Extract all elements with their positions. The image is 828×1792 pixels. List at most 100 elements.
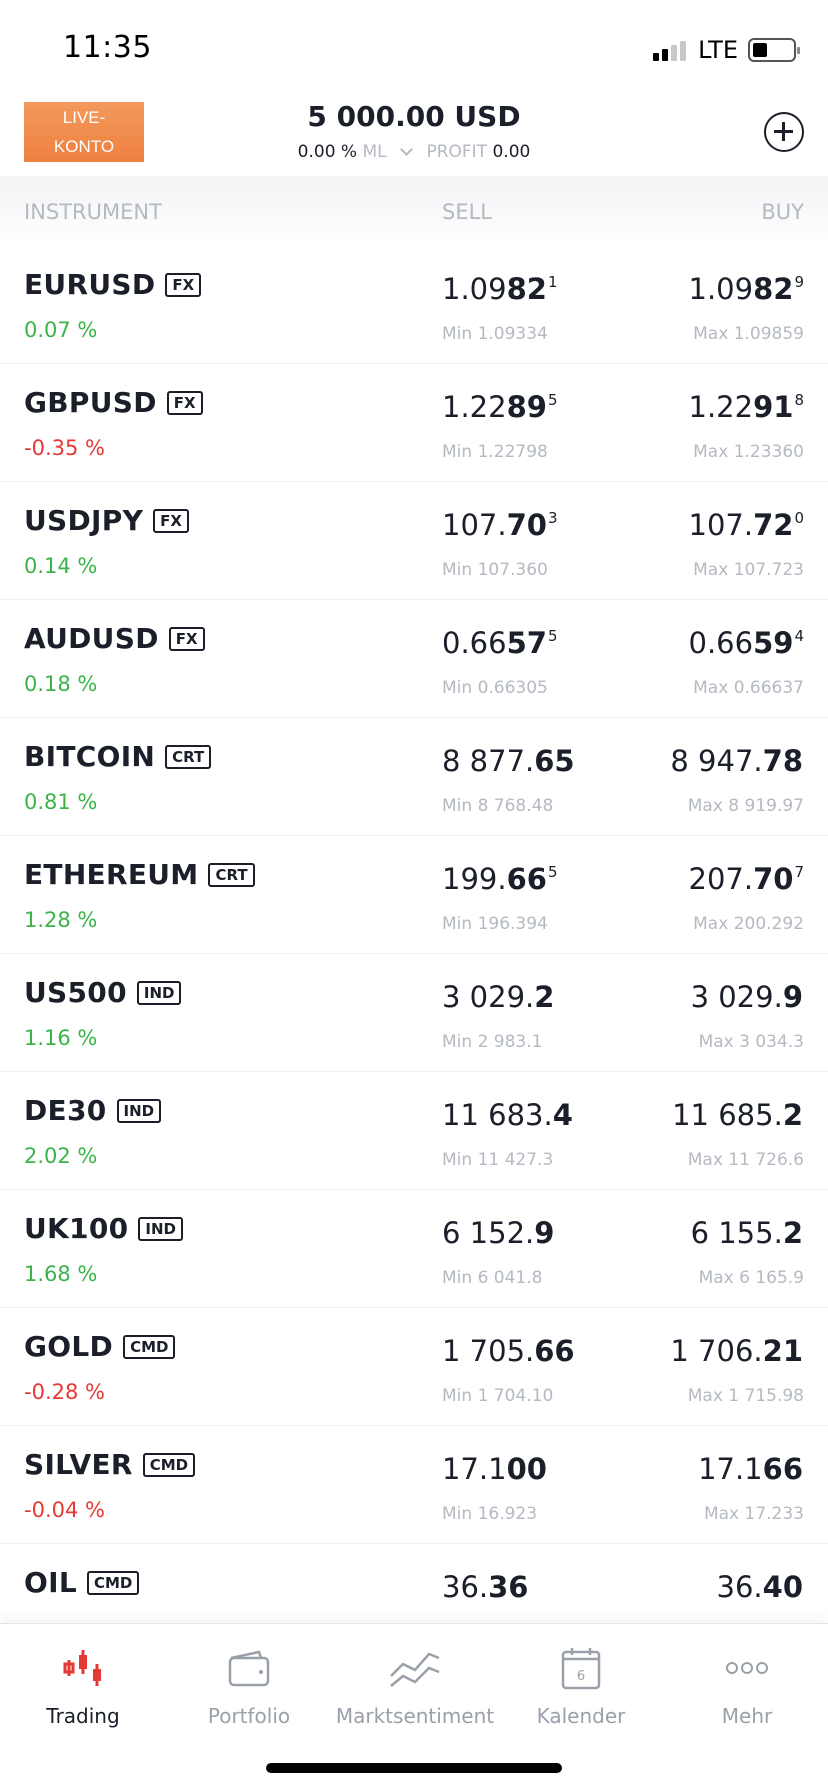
buy-price-main: 11 685. bbox=[672, 1098, 783, 1132]
instrument-type-badge: IND bbox=[136, 980, 182, 1005]
instrument-name-group: ETHEREUM CRT bbox=[24, 858, 255, 891]
tab-marktsentiment[interactable]: Marktsentiment bbox=[332, 1638, 498, 1728]
buy-price-button[interactable]: 36.40 bbox=[717, 1570, 804, 1604]
account-stats[interactable]: 0.00 % ML PROFIT 0.00 bbox=[0, 142, 828, 162]
sell-price-main: 1 705. bbox=[442, 1334, 535, 1368]
buy-price-pips: 40 bbox=[762, 1570, 803, 1604]
buy-price-pips: 91 bbox=[753, 390, 794, 424]
instrument-row-eurusd[interactable]: EURUSD FX 0.07 % 1.09821 1.09829 Min 1.09334 M… bbox=[0, 246, 828, 364]
buy-price-main: 107. bbox=[688, 508, 754, 542]
sell-price-pips: 2 bbox=[534, 980, 555, 1014]
max-price: Max 0.66637 bbox=[693, 678, 804, 698]
min-price: Min 107.360 bbox=[442, 560, 548, 580]
sell-price-main: 11 683. bbox=[442, 1098, 553, 1132]
instrument-name-group: GBPUSD FX bbox=[24, 386, 203, 419]
sell-price-button[interactable]: 36.36 bbox=[442, 1570, 529, 1604]
column-instrument: INSTRUMENT bbox=[24, 200, 162, 224]
live-account-button[interactable]: LIVE- KONTO bbox=[24, 102, 144, 162]
buy-price-button[interactable]: 1.22918 bbox=[689, 390, 804, 424]
sell-price-main: 107. bbox=[442, 508, 507, 542]
buy-price-button[interactable]: 6 155.2 bbox=[691, 1216, 804, 1250]
max-price: Max 8 919.97 bbox=[687, 796, 804, 816]
tab-portfolio[interactable]: Portfolio bbox=[166, 1638, 332, 1728]
instrument-name-group: USDJPY FX bbox=[24, 504, 189, 537]
sell-price-main: 3 029. bbox=[442, 980, 535, 1014]
sell-price-button[interactable]: 1.09821 bbox=[442, 272, 557, 306]
buy-price-fraction: 7 bbox=[794, 863, 804, 881]
sell-price-pips: 65 bbox=[534, 744, 575, 778]
change-percent: 0.18 % bbox=[24, 672, 98, 696]
buy-price-button[interactable]: 0.66594 bbox=[689, 626, 804, 660]
sell-price-button[interactable]: 17.100 bbox=[442, 1452, 548, 1486]
instrument-row-us500[interactable]: US500 IND 1.16 % 3 029.2 3 029.9 Min 2 983.1 M… bbox=[0, 954, 828, 1072]
max-price: Max 107.723 bbox=[693, 560, 804, 580]
buy-price-button[interactable]: 8 947.78 bbox=[670, 744, 804, 778]
bottom-tab-bar: Trading Portfolio Marktsentiment bbox=[0, 1623, 828, 1792]
sell-price-pips: 70 bbox=[506, 508, 547, 542]
account-balance: 5 000.00 USD bbox=[307, 100, 521, 133]
instrument-row-bitcoin[interactable]: BITCOIN CRT 0.81 % 8 877.65 8 947.78 Min 8 76… bbox=[0, 718, 828, 836]
buy-price-pips: 66 bbox=[762, 1452, 803, 1486]
tab-mehr[interactable]: Mehr bbox=[664, 1638, 828, 1728]
instrument-name: EURUSD bbox=[24, 268, 156, 301]
sell-price-fraction: 5 bbox=[547, 391, 558, 409]
instrument-name: US500 bbox=[24, 976, 127, 1009]
add-plus-icon[interactable] bbox=[764, 112, 804, 152]
instrument-row-audusd[interactable]: AUDUSD FX 0.18 % 0.66575 0.66594 Min 0.66305 M… bbox=[0, 600, 828, 718]
column-sell: SELL bbox=[442, 200, 492, 224]
buy-price-pips: 72 bbox=[753, 508, 794, 542]
sell-price-button[interactable]: 1.22895 bbox=[442, 390, 557, 424]
instrument-type-badge: FX bbox=[168, 626, 205, 651]
sell-price-main: 1.09 bbox=[442, 272, 507, 306]
max-price: Max 200.292 bbox=[693, 914, 804, 934]
instrument-row-de30[interactable]: DE30 IND 2.02 % 11 683.4 11 685.2 Min 11 427.… bbox=[0, 1072, 828, 1190]
buy-price-button[interactable]: 1.09829 bbox=[689, 272, 804, 306]
sell-price-main: 8 877. bbox=[442, 744, 535, 778]
sell-price-button[interactable]: 3 029.2 bbox=[442, 980, 555, 1014]
sell-price-button[interactable]: 107.703 bbox=[442, 508, 557, 542]
min-price: Min 11 427.3 bbox=[442, 1150, 554, 1170]
tab-kalender[interactable]: 6 Kalender bbox=[498, 1638, 664, 1728]
sell-price-button[interactable]: 199.665 bbox=[442, 862, 557, 896]
sell-price-button[interactable]: 11 683.4 bbox=[442, 1098, 574, 1132]
column-buy: BUY bbox=[761, 200, 804, 224]
sell-price-button[interactable]: 6 152.9 bbox=[442, 1216, 555, 1250]
instrument-row-gbpusd[interactable]: GBPUSD FX -0.35 % 1.22895 1.22918 Min 1.22798… bbox=[0, 364, 828, 482]
instrument-row-oil[interactable]: OIL CMD 36.36 36.40 bbox=[0, 1544, 828, 1623]
buy-price-button[interactable]: 1 706.21 bbox=[670, 1334, 804, 1368]
tab-label: Kalender bbox=[536, 1704, 626, 1728]
instrument-row-ethereum[interactable]: ETHEREUM CRT 1.28 % 199.665 207.707 Min 196.3… bbox=[0, 836, 828, 954]
sell-price-button[interactable]: 8 877.65 bbox=[442, 744, 576, 778]
change-percent: 0.07 % bbox=[24, 318, 98, 342]
margin-level-value: 0.00 % bbox=[297, 142, 358, 162]
sell-price-main: 6 152. bbox=[442, 1216, 535, 1250]
instrument-name: ETHEREUM bbox=[24, 858, 199, 891]
buy-price-pips: 70 bbox=[753, 862, 794, 896]
min-price: Min 1.22798 bbox=[442, 442, 548, 462]
buy-price-button[interactable]: 3 029.9 bbox=[691, 980, 804, 1014]
sell-price-pips: 9 bbox=[534, 1216, 555, 1250]
instrument-name: GBPUSD bbox=[24, 386, 157, 419]
instrument-type-badge: CMD bbox=[86, 1570, 140, 1595]
instrument-row-silver[interactable]: SILVER CMD -0.04 % 17.100 17.166 Min 16.923 Ma… bbox=[0, 1426, 828, 1544]
tab-label: Trading bbox=[46, 1704, 120, 1728]
tab-trading[interactable]: Trading bbox=[0, 1638, 166, 1728]
instrument-type-badge: FX bbox=[166, 390, 203, 415]
buy-price-button[interactable]: 11 685.2 bbox=[672, 1098, 804, 1132]
instrument-row-gold[interactable]: GOLD CMD -0.28 % 1 705.66 1 706.21 Min 1 704.… bbox=[0, 1308, 828, 1426]
buy-price-button[interactable]: 107.720 bbox=[689, 508, 804, 542]
buy-price-button[interactable]: 17.166 bbox=[698, 1452, 804, 1486]
change-percent: 2.02 % bbox=[24, 1144, 98, 1168]
buy-price-button[interactable]: 207.707 bbox=[689, 862, 804, 896]
instrument-row-uk100[interactable]: UK100 IND 1.68 % 6 152.9 6 155.2 Min 6 041.8 M… bbox=[0, 1190, 828, 1308]
buy-price-pips: 2 bbox=[782, 1216, 803, 1250]
sell-price-button[interactable]: 0.66575 bbox=[442, 626, 557, 660]
max-price: Max 6 165.9 bbox=[698, 1268, 804, 1288]
instrument-row-usdjpy[interactable]: USDJPY FX 0.14 % 107.703 107.720 Min 107.360 M… bbox=[0, 482, 828, 600]
more-dots-icon bbox=[726, 1662, 768, 1674]
instrument-list[interactable]: EURUSD FX 0.07 % 1.09821 1.09829 Min 1.09334 M… bbox=[0, 246, 828, 1623]
instrument-name-group: UK100 IND bbox=[24, 1212, 183, 1245]
sell-price-button[interactable]: 1 705.66 bbox=[442, 1334, 576, 1368]
instrument-name-group: SILVER CMD bbox=[24, 1448, 196, 1481]
sell-price-pips: 57 bbox=[506, 626, 547, 660]
